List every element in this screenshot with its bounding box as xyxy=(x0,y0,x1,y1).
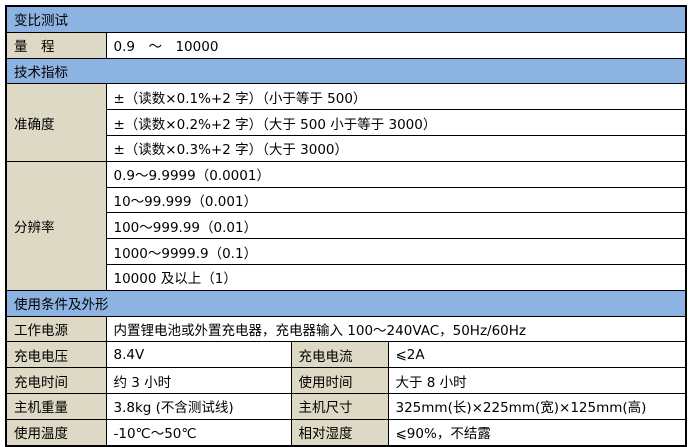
resolution-row: 100～999.99（0.01） xyxy=(105,212,687,240)
range-value: 0.9 ～ 10000 xyxy=(105,31,687,59)
accuracy-row: ±（读数×0.3%+2 字）（大于 3000） xyxy=(105,134,687,162)
pair-label: 相对湿度 xyxy=(290,418,389,447)
accuracy-label: 准确度 xyxy=(5,83,107,162)
pair-value: ⩽2A xyxy=(387,341,687,369)
power-label: 工作电源 xyxy=(5,315,107,343)
pair-value: 3.8kg (不含测试线) xyxy=(105,392,292,420)
pair-value: 约 3 小时 xyxy=(105,367,292,394)
accuracy-row: ±（读数×0.2%+2 字）（大于 500 小于等于 3000） xyxy=(105,109,687,136)
pair-label: 使用时间 xyxy=(290,367,389,394)
resolution-row: 10～99.999（0.001） xyxy=(105,186,687,214)
pair-label: 充电电流 xyxy=(290,341,389,369)
section-conditions: 使用条件及外形 xyxy=(5,289,687,317)
pair-value: ⩽90%，不结露 xyxy=(387,418,687,447)
pair-label: 使用温度 xyxy=(5,418,107,447)
pair-label: 充电时间 xyxy=(5,367,107,394)
section-ratio-test: 变比测试 xyxy=(5,5,687,33)
pair-value: 325mm(长)×225mm(宽)×125mm(高) xyxy=(387,392,687,420)
pair-value: -10℃～50℃ xyxy=(105,418,292,447)
pair-label: 充电电压 xyxy=(5,341,107,369)
pair-label: 主机重量 xyxy=(5,392,107,420)
resolution-row: 10000 及以上（1） xyxy=(105,263,687,291)
range-label: 量 程 xyxy=(5,31,107,59)
accuracy-row: ±（读数×0.1%+2 字）（小于等于 500） xyxy=(105,83,687,111)
pair-value: 8.4V xyxy=(105,341,292,369)
spec-table: 变比测试 量 程 0.9 ～ 10000 技术指标 准确度 ±（读数×0.1%+2 … xyxy=(5,5,687,447)
resolution-row: 0.9～9.9999（0.0001） xyxy=(105,160,687,188)
section-specs: 技术指标 xyxy=(5,57,687,85)
power-value: 内置锂电池或外置充电器，充电器输入 100～240VAC，50Hz/60Hz xyxy=(105,315,687,343)
pair-label: 主机尺寸 xyxy=(290,392,389,420)
pair-value: 大于 8 小时 xyxy=(387,367,687,394)
resolution-row: 1000～9999.9（0.1） xyxy=(105,238,687,265)
resolution-label: 分辨率 xyxy=(5,160,107,291)
